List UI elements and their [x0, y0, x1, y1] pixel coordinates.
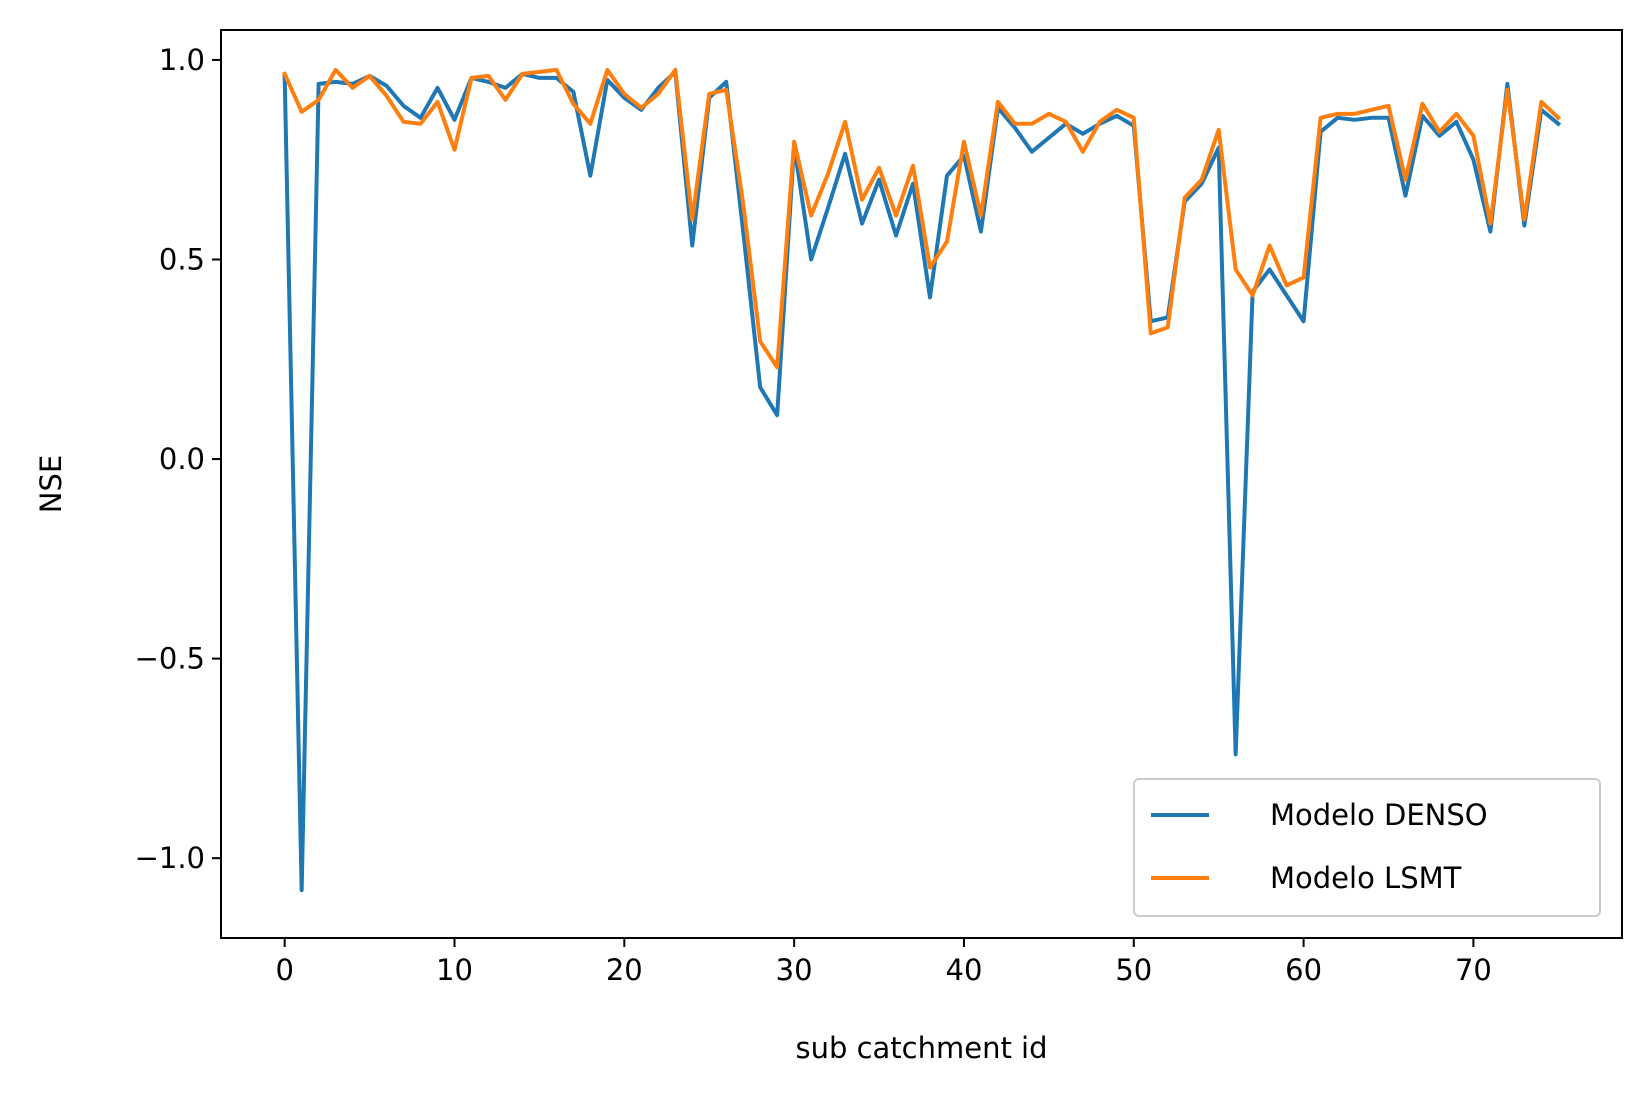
- y-tick-label: 1.0: [159, 43, 205, 77]
- y-tick-label: −0.5: [135, 642, 205, 676]
- series-line-modelo-lsmt: [282, 67, 1562, 370]
- x-tick-label: 30: [776, 953, 813, 987]
- legend-label-modelo-denso: Modelo DENSO: [1270, 798, 1488, 832]
- axes: 0 10 20 30 40 50 60 70 −1.0 −0.5 0.0 0.5 1.0 sub catc…: [34, 29, 1623, 1065]
- x-tick-label: 50: [1115, 953, 1152, 987]
- y-tick-label: 0.5: [159, 242, 205, 276]
- x-tick-label: 20: [606, 953, 643, 987]
- plot-area: [282, 67, 1562, 893]
- x-tick-label: 0: [275, 953, 293, 987]
- x-axis-title: sub catchment id: [795, 1031, 1047, 1065]
- x-tick-label: 70: [1455, 953, 1492, 987]
- legend-box: [1133, 778, 1601, 917]
- legend: Modelo DENSO Modelo LSMT: [1133, 778, 1601, 917]
- x-tick-label: 10: [436, 953, 473, 987]
- x-tick-label: 60: [1285, 953, 1322, 987]
- x-tick-label: 40: [946, 953, 983, 987]
- y-axis-title: NSE: [34, 455, 68, 513]
- plot-frame: [220, 29, 1623, 939]
- legend-label-modelo-lsmt: Modelo LSMT: [1270, 861, 1462, 895]
- y-tick-label: −1.0: [135, 841, 205, 875]
- y-tick-label: 0.0: [159, 442, 205, 476]
